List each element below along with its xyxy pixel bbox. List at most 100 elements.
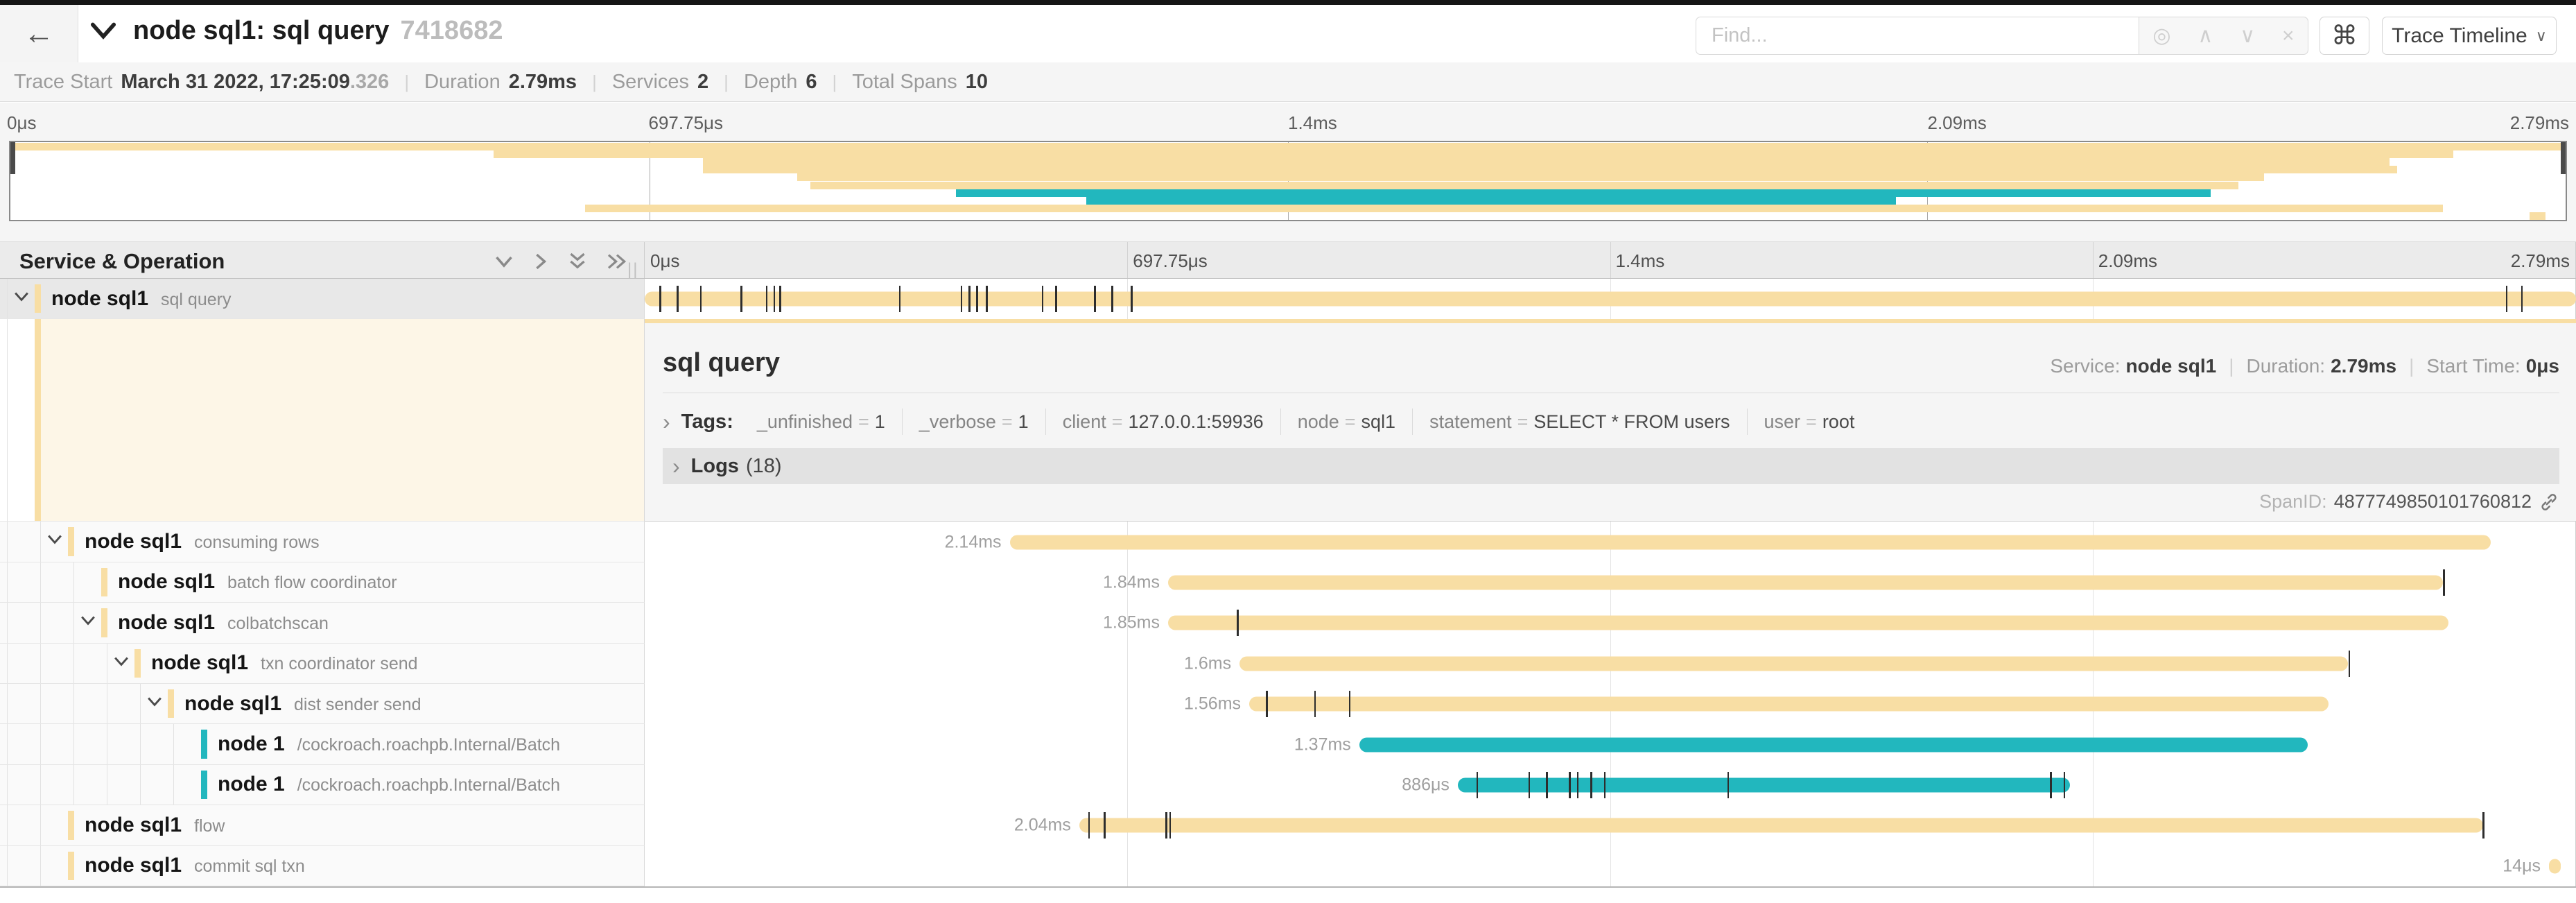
span-log-tick: [2050, 771, 2052, 798]
chevron-down-icon[interactable]: [494, 252, 514, 270]
span-bar-cell[interactable]: 1.6ms: [645, 644, 2576, 684]
span-bar-cell[interactable]: 1.56ms: [645, 684, 2576, 724]
span-bar-cell[interactable]: 14μs: [645, 846, 2576, 886]
minimap-right-scrubber-handle[interactable]: [2561, 142, 2566, 174]
copy-link-icon[interactable]: [2539, 492, 2559, 513]
ruler-gridline: [2092, 242, 2094, 278]
span-name-cell[interactable]: node sql1 commit sql txn: [0, 845, 645, 886]
span-bar-cell[interactable]: 1.84ms: [645, 562, 2576, 603]
span-bar-cell[interactable]: [645, 279, 2576, 319]
span-name-cell[interactable]: node sql1 batch flow coordinator: [0, 562, 645, 603]
span-row[interactable]: node sql1 colbatchscan 1.85ms: [0, 603, 2576, 644]
span-bar[interactable]: [1457, 777, 2071, 793]
tag-item[interactable]: statement = SELECT * FROM users: [1412, 408, 1747, 435]
trace-view-selector-button[interactable]: Trace Timeline ∨: [2382, 17, 2557, 55]
span-bar[interactable]: [645, 291, 2576, 307]
minimap-canvas[interactable]: [9, 141, 2567, 221]
tag-item[interactable]: node = sql1: [1280, 408, 1413, 435]
logs-row[interactable]: › Logs (18): [663, 448, 2559, 485]
span-row[interactable]: node sql1 txn coordinator send 1.6ms: [0, 643, 2576, 684]
span-accent-bar: [68, 851, 74, 880]
span-name-cell[interactable]: node sql1 flow: [0, 805, 645, 846]
span-expander-chevron-icon[interactable]: [80, 615, 96, 630]
clear-find-icon[interactable]: ×: [2282, 24, 2295, 47]
ruler-tick-label: 2.09ms: [2098, 250, 2158, 271]
tag-item[interactable]: _verbose = 1: [901, 408, 1045, 435]
span-log-tick: [2521, 286, 2523, 312]
span-name-cell[interactable]: node sql1 consuming rows: [0, 522, 645, 562]
minimap-tick-label: 697.75μs: [648, 112, 724, 133]
span-row[interactable]: node 1/cockroach.roachpb.Internal/Batch 8…: [0, 764, 2576, 806]
span-bar[interactable]: [1239, 656, 2349, 671]
tag-item[interactable]: _unfinished = 1: [740, 409, 902, 435]
tag-value: 1: [1018, 411, 1029, 432]
span-bar-cell[interactable]: 886μs: [645, 765, 2576, 805]
span-row[interactable]: node sql1 dist sender send 1.56ms: [0, 683, 2576, 725]
span-name-cell[interactable]: node sql1 dist sender send: [0, 683, 645, 725]
chevron-right-icon[interactable]: [532, 252, 549, 271]
next-match-icon[interactable]: ∨: [2240, 24, 2256, 47]
tags-row[interactable]: › Tags: _unfinished = 1 _verbose = 1 client = 12…: [663, 404, 1872, 440]
column-resizer-handle[interactable]: ||: [627, 260, 639, 279]
minimap-left-scrubber-handle[interactable]: [10, 142, 15, 174]
span-row[interactable]: node sql1 flow 2.04ms: [0, 805, 2576, 846]
tag-key: statement: [1429, 411, 1512, 432]
keyboard-shortcuts-button[interactable]: ⌘: [2320, 17, 2369, 55]
span-row[interactable]: node sql1 consuming rows 2.14ms: [0, 522, 2576, 562]
span-expander-chevron-icon[interactable]: [147, 696, 162, 711]
tag-item[interactable]: user = root: [1746, 408, 1872, 435]
span-row[interactable]: node sql1 batch flow coordinator 1.84ms: [0, 562, 2576, 603]
span-bar[interactable]: [1249, 696, 2329, 712]
span-duration-label: 1.6ms: [1183, 653, 1232, 673]
tag-item[interactable]: client = 127.0.0.1:59936: [1045, 408, 1280, 435]
detail-meta-value: 2.79ms: [2331, 355, 2397, 377]
tree-guide-line: [7, 562, 8, 603]
span-detail-panel: sql query Service: node sql1 | Duration: 2.7…: [645, 319, 2576, 522]
span-expander-chevron-icon[interactable]: [47, 534, 62, 549]
span-bar-cell[interactable]: 2.14ms: [645, 522, 2576, 562]
span-log-tick: [2063, 771, 2066, 798]
span-accent-bar: [201, 730, 207, 759]
span-row[interactable]: node sql1 commit sql txn 14μs: [0, 845, 2576, 886]
span-bar[interactable]: [1009, 535, 2491, 550]
span-row[interactable]: node sql1 sql query: [0, 279, 2576, 320]
prev-match-icon[interactable]: ∧: [2198, 24, 2213, 47]
span-bar-cell[interactable]: 2.04ms: [645, 805, 2576, 845]
span-service-name: node 1/cockroach.roachpb.Internal/Batch: [218, 773, 561, 796]
span-bar-cell[interactable]: 1.37ms: [645, 724, 2576, 764]
span-log-tick: [1111, 286, 1113, 312]
back-button[interactable]: ←: [0, 5, 78, 62]
tree-guide-line: [40, 522, 41, 562]
span-bar-cell[interactable]: 1.85ms: [645, 603, 2576, 643]
logs-expand-chevron-icon[interactable]: ›: [672, 453, 680, 479]
span-bar[interactable]: [1079, 818, 2484, 833]
span-service-name: node sql1 commit sql txn: [85, 854, 305, 877]
focus-match-icon[interactable]: ◎: [2152, 24, 2171, 47]
find-input[interactable]: [1696, 17, 2139, 55]
span-row[interactable]: node 1/cockroach.roachpb.Internal/Batch 1…: [0, 724, 2576, 765]
tag-value: 127.0.0.1:59936: [1128, 411, 1264, 432]
span-name-cell[interactable]: node sql1 txn coordinator send: [0, 643, 645, 684]
span-name-cell[interactable]: node 1/cockroach.roachpb.Internal/Batch: [0, 724, 645, 765]
span-name-cell[interactable]: node sql1 sql query: [0, 279, 645, 320]
double-chevron-right-icon[interactable]: [606, 252, 628, 271]
tags-expand-chevron-icon[interactable]: ›: [663, 409, 670, 434]
span-bar[interactable]: [1168, 615, 2449, 630]
span-expander-chevron-icon[interactable]: [114, 656, 129, 671]
span-duration-label: 1.85ms: [1103, 612, 1160, 633]
double-chevron-down-icon[interactable]: [567, 251, 588, 272]
span-rows-container: node sql1 sql query sql query Service: nod…: [0, 279, 2576, 888]
span-operation-name: txn coordinator send: [261, 654, 418, 674]
meta-separator: |: [832, 71, 837, 92]
minimap-span-bar: [2530, 212, 2545, 220]
span-bar[interactable]: [2548, 859, 2561, 874]
span-accent-bar: [101, 608, 107, 637]
trace-collapse-chevron-icon[interactable]: [90, 22, 116, 44]
tag-value: 1: [874, 411, 885, 432]
span-name-cell[interactable]: node 1/cockroach.roachpb.Internal/Batch: [0, 764, 645, 806]
span-expander-chevron-icon[interactable]: [14, 291, 29, 306]
span-name-cell[interactable]: node sql1 colbatchscan: [0, 603, 645, 644]
span-bar[interactable]: [1168, 575, 2443, 590]
detail-meta-label: Start Time:: [2426, 355, 2521, 377]
span-bar[interactable]: [1359, 737, 2308, 752]
